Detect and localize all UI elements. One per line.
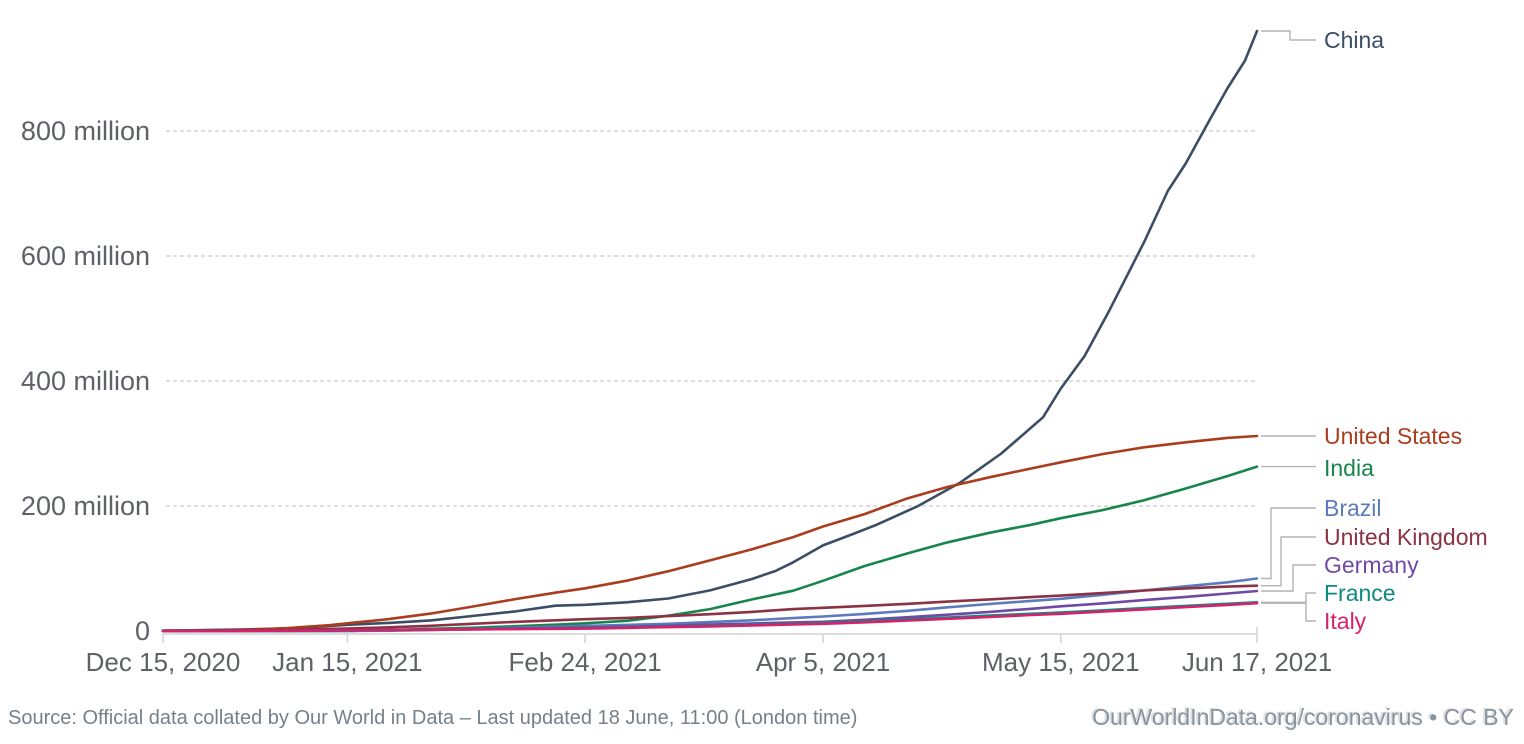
x-tick-label: May 15, 2021 [982, 647, 1140, 677]
series-label-india[interactable]: India [1324, 455, 1374, 481]
series-line-united-kingdom[interactable] [161, 584, 1259, 632]
series-label-united-kingdom[interactable]: United Kingdom [1324, 524, 1488, 550]
legend-leaders [1261, 30, 1316, 622]
leader-line-italy [1261, 602, 1316, 622]
legend-labels: China United States India Brazil United King… [1324, 27, 1488, 634]
y-tick-label: 200 million [21, 491, 150, 521]
series-label-united-states[interactable]: United States [1324, 423, 1462, 449]
x-tick-label: Jun 17, 2021 [1182, 647, 1332, 677]
series-label-italy[interactable]: Italy [1324, 608, 1367, 634]
series-line-china[interactable] [161, 29, 1259, 633]
series-line-united-states[interactable] [161, 434, 1259, 633]
attribution-link[interactable]: OurWorldInData.org/coronavirus • CC BY [1092, 704, 1514, 730]
x-tick-label: Apr 5, 2021 [756, 647, 890, 677]
y-tick-label: 800 million [21, 116, 150, 146]
y-tick-label: 600 million [21, 241, 150, 271]
series-label-france[interactable]: France [1324, 580, 1396, 606]
series-line-italy[interactable] [161, 601, 1259, 633]
series-line-india[interactable] [161, 465, 1259, 633]
series-lines [161, 29, 1259, 633]
y-tick-label: 0 [135, 616, 150, 646]
x-axis: Dec 15, 2020 Jan 15, 2021 Feb 24, 2021 Apr … [86, 627, 1332, 677]
y-tick-label: 400 million [21, 366, 150, 396]
series-label-china[interactable]: China [1324, 27, 1384, 53]
series-label-brazil[interactable]: Brazil [1324, 495, 1382, 521]
x-tick-label: Dec 15, 2020 [86, 647, 241, 677]
leader-line-france [1261, 592, 1316, 603]
leader-line-china [1261, 30, 1316, 41]
leader-line-brazil [1261, 507, 1316, 580]
x-tick-label: Feb 24, 2021 [509, 647, 662, 677]
series-label-germany[interactable]: Germany [1324, 552, 1419, 578]
chart-canvas: 0 200 million 400 million 600 million 800 mi… [21, 27, 1488, 677]
gridlines [166, 130, 1257, 507]
x-tick-label: Jan 15, 2021 [272, 647, 422, 677]
leader-line-united-kingdom [1261, 536, 1316, 587]
y-axis-labels: 0 200 million 400 million 600 million 800 mi… [21, 116, 150, 646]
leader-line-germany [1261, 564, 1316, 592]
source-note: Source: Official data collated by Our Wo… [8, 707, 858, 729]
